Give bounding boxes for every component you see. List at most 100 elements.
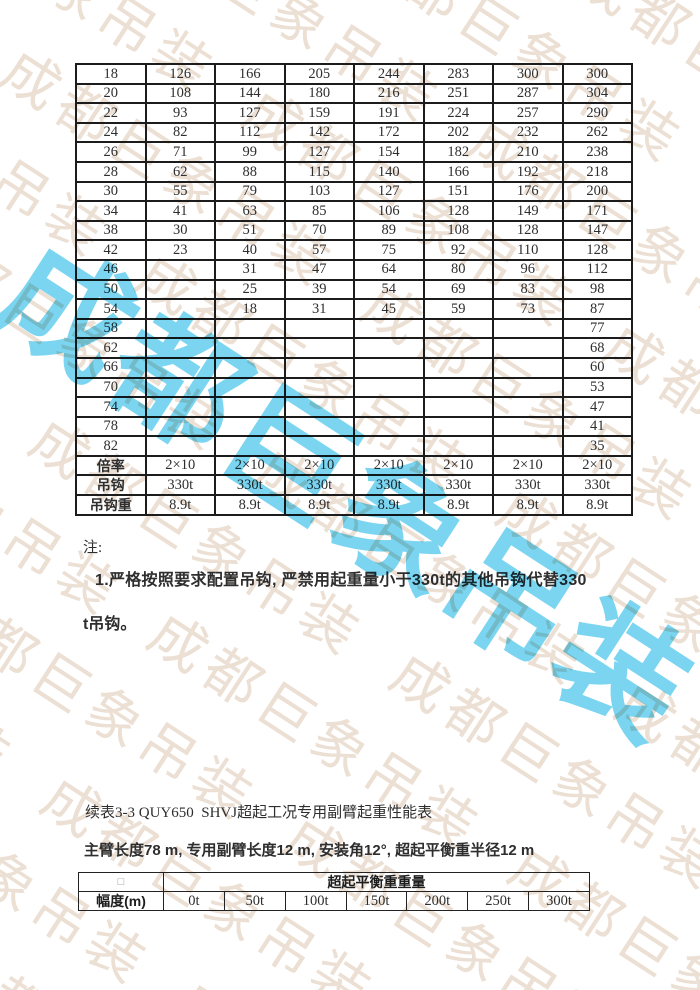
table-row: 24 82 112 142 172 202 232 262 bbox=[75, 121, 633, 144]
capacity-cell: 191 bbox=[353, 102, 425, 124]
capacity-cell bbox=[492, 396, 564, 418]
capacity-cell: 79 bbox=[214, 180, 286, 203]
capacity-cell: 176 bbox=[492, 180, 564, 203]
radius-cell: 20 bbox=[75, 82, 147, 105]
capacity-cell bbox=[144, 258, 216, 281]
radius-header-cell: 幅度(m) bbox=[78, 891, 164, 911]
capacity-cell bbox=[144, 356, 216, 379]
capacity-cell bbox=[353, 317, 425, 340]
capacity-cell bbox=[283, 356, 355, 379]
radius-cell: 30 bbox=[75, 180, 147, 203]
capacity-cell: 182 bbox=[422, 141, 494, 163]
capacity-cell: 73 bbox=[492, 298, 564, 320]
radius-cell: 42 bbox=[75, 239, 147, 261]
radius-cell: 28 bbox=[75, 160, 147, 183]
capacity-cell: 8.9t bbox=[214, 494, 286, 516]
capacity-cell: 64 bbox=[353, 258, 425, 281]
capacity-cell: 2×10 bbox=[492, 454, 564, 477]
capacity-cell bbox=[144, 415, 216, 438]
capacity-cell: 71 bbox=[144, 141, 216, 163]
capacity-cell: 251 bbox=[422, 82, 494, 105]
capacity-cell: 80 bbox=[422, 258, 494, 281]
capacity-cell: 30 bbox=[144, 219, 216, 242]
capacity-cell: 39 bbox=[283, 278, 355, 301]
capacity-cell bbox=[144, 278, 216, 301]
radius-cell: 吊钩重 bbox=[75, 494, 147, 516]
capacity-cell bbox=[422, 435, 494, 457]
capacity-cell: 41 bbox=[144, 200, 216, 222]
capacity-cell: 63 bbox=[214, 200, 286, 222]
capacity-cell bbox=[144, 337, 216, 359]
capacity-cell: 2×10 bbox=[422, 454, 494, 477]
capacity-cell: 2×10 bbox=[283, 454, 355, 477]
capacity-cell: 8.9t bbox=[353, 494, 425, 516]
note-line-1: 1.严格按照要求配置吊钩, 严禁用起重量小于330t的其他吊钩代替330 bbox=[95, 572, 587, 589]
counterweight-value-cell: 50t bbox=[223, 891, 286, 911]
capacity-cell: 2×10 bbox=[561, 454, 633, 477]
capacity-cell: 8.9t bbox=[422, 494, 494, 516]
capacity-cell bbox=[422, 337, 494, 359]
capacity-cell bbox=[144, 317, 216, 340]
capacity-cell bbox=[353, 356, 425, 379]
capacity-cell: 31 bbox=[283, 298, 355, 320]
capacity-cell: 202 bbox=[422, 121, 494, 144]
capacity-cell: 127 bbox=[283, 141, 355, 163]
capacity-cell: 88 bbox=[214, 160, 286, 183]
capacity-cell: 25 bbox=[214, 278, 286, 301]
radius-cell: 82 bbox=[75, 435, 147, 457]
capacity-cell: 51 bbox=[214, 219, 286, 242]
capacity-cell: 128 bbox=[561, 239, 633, 261]
capacity-cell: 171 bbox=[561, 200, 633, 222]
capacity-cell bbox=[492, 317, 564, 340]
capacity-cell: 159 bbox=[283, 102, 355, 124]
radius-cell: 70 bbox=[75, 376, 147, 399]
capacity-cell bbox=[144, 435, 216, 457]
capacity-cell: 8.9t bbox=[144, 494, 216, 516]
radius-cell: 18 bbox=[75, 63, 147, 85]
load-chart-table: 18 126 166 205 244 283 300 300 20 108 144 180 216 251… bbox=[75, 63, 633, 516]
capacity-cell bbox=[492, 415, 564, 438]
corner-placeholder-cell: □ bbox=[78, 872, 164, 892]
capacity-cell: 99 bbox=[214, 141, 286, 163]
table-row: 74 47 bbox=[75, 396, 633, 418]
table-row: 30 55 79 103 127 151 176 200 bbox=[75, 180, 633, 203]
capacity-cell: 108 bbox=[144, 82, 216, 105]
capacity-cell: 126 bbox=[144, 63, 216, 85]
table-row: 22 93 127 159 191 224 257 290 bbox=[75, 102, 633, 124]
radius-cell: 34 bbox=[75, 200, 147, 222]
capacity-cell: 330t bbox=[283, 474, 355, 497]
capacity-cell: 283 bbox=[422, 63, 494, 85]
capacity-cell: 128 bbox=[492, 219, 564, 242]
radius-cell: 50 bbox=[75, 278, 147, 301]
capacity-cell: 112 bbox=[214, 121, 286, 144]
capacity-cell bbox=[214, 415, 286, 438]
capacity-cell: 330t bbox=[144, 474, 216, 497]
table-row: 70 53 bbox=[75, 376, 633, 399]
capacity-cell: 53 bbox=[561, 376, 633, 399]
radius-cell: 24 bbox=[75, 121, 147, 144]
capacity-cell bbox=[283, 435, 355, 457]
capacity-cell: 35 bbox=[561, 435, 633, 457]
capacity-cell: 92 bbox=[422, 239, 494, 261]
radius-cell: 22 bbox=[75, 102, 147, 124]
capacity-cell: 106 bbox=[353, 200, 425, 222]
capacity-cell: 330t bbox=[422, 474, 494, 497]
capacity-cell: 115 bbox=[283, 160, 355, 183]
table-row: 62 68 bbox=[75, 337, 633, 359]
capacity-cell: 166 bbox=[214, 63, 286, 85]
capacity-cell: 85 bbox=[283, 200, 355, 222]
capacity-cell: 232 bbox=[492, 121, 564, 144]
capacity-cell: 151 bbox=[422, 180, 494, 203]
capacity-cell: 55 bbox=[144, 180, 216, 203]
capacity-cell: 45 bbox=[353, 298, 425, 320]
radius-cell: 倍率 bbox=[75, 454, 147, 477]
counterweight-value-cell: 100t bbox=[284, 891, 347, 911]
capacity-cell: 62 bbox=[144, 160, 216, 183]
capacity-cell: 47 bbox=[561, 396, 633, 418]
capacity-cell: 257 bbox=[492, 102, 564, 124]
capacity-cell: 112 bbox=[561, 258, 633, 281]
capacity-cell: 2×10 bbox=[144, 454, 216, 477]
capacity-cell bbox=[283, 317, 355, 340]
note-line-2: t吊钩。 bbox=[83, 616, 137, 633]
